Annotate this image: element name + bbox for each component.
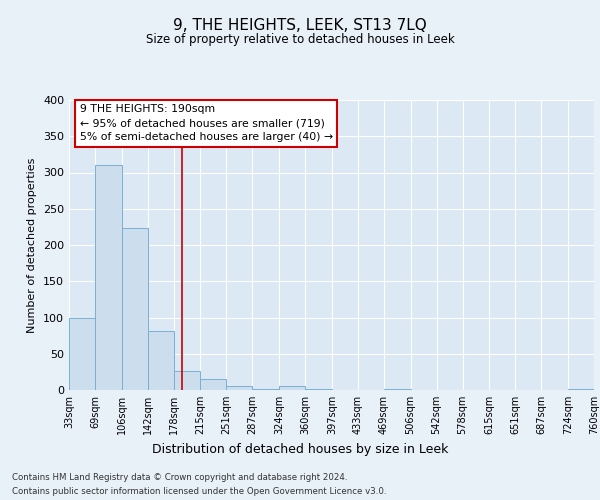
Bar [384, 388, 410, 390]
Bar [95, 164, 122, 390]
Bar [568, 388, 594, 390]
Bar [174, 371, 200, 390]
Bar [253, 388, 279, 390]
Text: Contains public sector information licensed under the Open Government Licence v3: Contains public sector information licen… [12, 488, 386, 496]
Text: Contains HM Land Registry data © Crown copyright and database right 2024.: Contains HM Land Registry data © Crown c… [12, 472, 347, 482]
Text: 9, THE HEIGHTS, LEEK, ST13 7LQ: 9, THE HEIGHTS, LEEK, ST13 7LQ [173, 18, 427, 32]
Bar [69, 318, 95, 390]
Bar [279, 386, 305, 390]
Text: 9 THE HEIGHTS: 190sqm
← 95% of detached houses are smaller (719)
5% of semi-deta: 9 THE HEIGHTS: 190sqm ← 95% of detached … [79, 104, 332, 142]
Text: Size of property relative to detached houses in Leek: Size of property relative to detached ho… [146, 32, 454, 46]
Bar [200, 379, 226, 390]
Text: Distribution of detached houses by size in Leek: Distribution of detached houses by size … [152, 442, 448, 456]
Y-axis label: Number of detached properties: Number of detached properties [28, 158, 37, 332]
Bar [122, 228, 148, 390]
Bar [148, 330, 174, 390]
Bar [305, 388, 332, 390]
Bar [226, 386, 253, 390]
